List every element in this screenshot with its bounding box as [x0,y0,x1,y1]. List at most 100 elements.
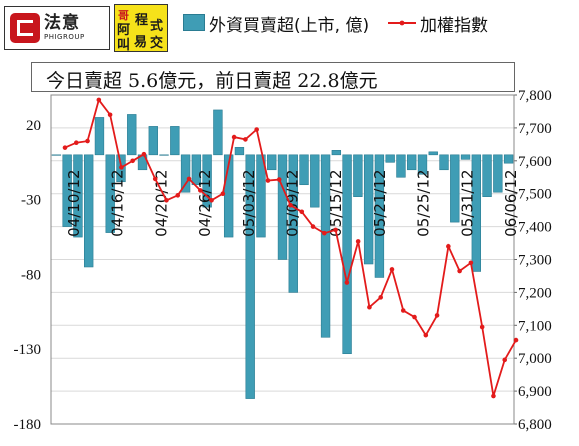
bar [353,154,363,197]
index-point [468,260,474,266]
bar [62,154,72,227]
right-axis-tick-label: 7,600 [518,154,552,170]
index-point [152,176,158,182]
x-axis-tick-label: 06/06/12 [502,169,520,236]
bar [417,154,428,175]
logo2-char-3: 程 [135,13,149,28]
index-point [299,209,305,215]
bar [310,154,320,208]
phigroup-name-zh: 法意 [44,13,80,33]
index-point [85,138,90,144]
bar [105,154,115,233]
index-point [288,202,293,208]
index-point [434,313,440,318]
index-point [209,197,214,203]
summary-text: 今日賣超 5.6億元，前日賣超 22.8億元 [46,70,378,92]
x-axis-tick-label: 05/03/12 [240,169,258,236]
bar [51,154,62,156]
bar [374,154,385,278]
index-point [322,230,327,236]
index-point [446,244,451,249]
bar [342,154,352,355]
bar [127,114,137,156]
index-point [479,324,485,330]
left-axis-tick-label: -30 [21,193,41,209]
index-point [175,193,181,198]
x-axis-tick-label: 04/10/12 [65,169,83,236]
bar [299,154,309,186]
bar [277,154,288,260]
bar [503,154,514,164]
bar [180,154,191,193]
index-point [333,227,338,233]
right-axis-tick-label: 7,400 [518,220,552,236]
bar [267,154,277,171]
logo2-char-5: 叫 [117,38,131,53]
index-point [355,239,361,244]
bar [148,126,158,156]
x-axis-tick-label: 05/15/12 [327,169,345,236]
bar [428,151,438,156]
bar [363,154,374,265]
logo2-char-6: 易 [134,35,148,50]
index-point [412,314,417,320]
right-axis-tick-label: 7,300 [518,253,552,269]
x-axis-tick-label: 04/26/12 [196,169,214,236]
bar [202,154,212,208]
right-axis-tick-label: 7,500 [518,187,552,203]
x-axis-tick-label: 05/25/12 [415,169,433,236]
index-point [513,337,519,343]
bar [84,154,94,268]
index-point [186,176,192,182]
bar [471,154,481,272]
bar [234,147,245,156]
bar [482,154,492,197]
phigroup-seal-icon [10,13,40,43]
bar [245,154,255,399]
right-axis-tick-label: 7,700 [518,121,552,137]
index-point [310,224,316,229]
x-axis-tick-label: 04/20/12 [152,169,170,236]
index-point [389,267,395,272]
index-point [107,112,113,118]
x-axis-tick-label: 05/31/12 [458,169,476,236]
bar [385,154,395,163]
bar [256,154,266,238]
plot-frame [50,94,515,425]
bar [223,154,234,238]
index-point [141,151,147,157]
index-point [62,145,68,150]
left-axis-tick-label: -80 [21,267,41,283]
bar [213,109,223,156]
index-point [164,197,169,203]
index-point [243,137,248,142]
index-point [130,158,135,164]
index-point [423,332,429,338]
index-point [254,127,259,132]
bar [407,154,417,171]
bar [159,154,169,156]
bar [94,117,105,156]
bar [73,154,83,238]
index-point [367,304,372,310]
bar [170,126,180,156]
index-point [96,97,102,103]
index-point [265,178,271,183]
logo2-char-2: 阿 [117,23,131,38]
right-axis-tick-label: 7,100 [518,318,552,334]
phigroup-logo: 法意 PHIGROUP [4,6,110,50]
index-point [378,295,384,300]
logo2-char-1: 哥 [118,9,129,22]
index-point [276,177,282,182]
index-point [491,393,496,399]
x-axis-tick-label: 05/09/12 [284,169,302,236]
bar [320,154,331,338]
index-point [400,308,406,313]
left-axis-tick-label: -130 [14,342,42,358]
index-point [457,268,462,274]
bar [396,154,406,178]
index-point [73,140,79,146]
index-point [220,191,226,196]
right-axis-tick-label: 6,800 [518,417,552,433]
